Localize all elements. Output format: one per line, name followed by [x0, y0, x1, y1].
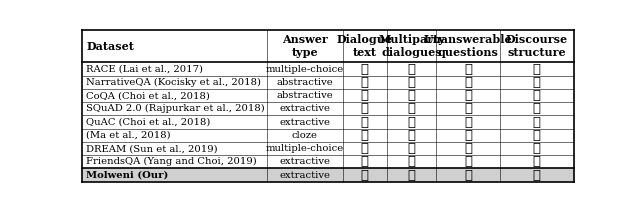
Text: extractive: extractive — [279, 157, 330, 166]
Text: ✗: ✗ — [532, 155, 541, 168]
Text: Molweni (Our): Molweni (Our) — [86, 171, 169, 180]
Text: ✗: ✗ — [408, 63, 415, 76]
Text: ✗: ✗ — [464, 129, 472, 142]
Text: Multiparty
dialogues: Multiparty dialogues — [378, 34, 445, 58]
Text: abstractive: abstractive — [276, 91, 333, 100]
Text: ✓: ✓ — [464, 89, 472, 102]
Text: ✓: ✓ — [464, 169, 472, 182]
Text: ✓: ✓ — [464, 102, 472, 115]
Text: ✗: ✗ — [532, 129, 541, 142]
Text: ✓: ✓ — [408, 169, 415, 182]
Text: ✗: ✗ — [408, 76, 415, 89]
Text: extractive: extractive — [279, 104, 330, 113]
Text: NarrativeQA (Kocisky et al., 2018): NarrativeQA (Kocisky et al., 2018) — [86, 78, 262, 87]
Text: Unanswerable
questions: Unanswerable questions — [424, 34, 512, 58]
Text: CoQA (Choi et al., 2018): CoQA (Choi et al., 2018) — [86, 91, 211, 100]
Text: ✓: ✓ — [361, 169, 369, 182]
Text: ✗: ✗ — [532, 142, 541, 155]
Text: ✗: ✗ — [464, 155, 472, 168]
Text: ✗: ✗ — [361, 116, 369, 129]
Text: ✗: ✗ — [532, 63, 541, 76]
Text: ✗: ✗ — [532, 102, 541, 115]
Text: multiple-choice: multiple-choice — [266, 144, 344, 153]
Text: Dialogue
text: Dialogue text — [337, 34, 393, 58]
Text: ✓: ✓ — [408, 129, 415, 142]
Text: ✗: ✗ — [532, 89, 541, 102]
Text: ✗: ✗ — [361, 89, 369, 102]
Text: ✓: ✓ — [464, 116, 472, 129]
Text: SQuAD 2.0 (Rajpurkar et al., 2018): SQuAD 2.0 (Rajpurkar et al., 2018) — [86, 104, 265, 113]
Text: QuAC (Choi et al., 2018): QuAC (Choi et al., 2018) — [86, 118, 211, 127]
Text: ✓: ✓ — [532, 169, 541, 182]
Text: ✗: ✗ — [361, 76, 369, 89]
Text: ✗: ✗ — [464, 76, 472, 89]
Text: ✓: ✓ — [361, 155, 369, 168]
Text: ✓: ✓ — [361, 129, 369, 142]
Text: extractive: extractive — [279, 171, 330, 180]
Text: Discourse
structure: Discourse structure — [506, 34, 568, 58]
Text: cloze: cloze — [292, 131, 317, 140]
Text: ✓: ✓ — [408, 142, 415, 155]
Text: ✗: ✗ — [408, 89, 415, 102]
Text: ✗: ✗ — [408, 102, 415, 115]
Text: DREAM (Sun et al., 2019): DREAM (Sun et al., 2019) — [86, 144, 218, 153]
Text: (Ma et al., 2018): (Ma et al., 2018) — [86, 131, 171, 140]
Text: ✗: ✗ — [464, 142, 472, 155]
Text: ✗: ✗ — [464, 63, 472, 76]
Text: ✗: ✗ — [361, 63, 369, 76]
Text: abstractive: abstractive — [276, 78, 333, 87]
Text: FriendsQA (Yang and Choi, 2019): FriendsQA (Yang and Choi, 2019) — [86, 157, 257, 166]
Text: extractive: extractive — [279, 118, 330, 127]
Text: Dataset: Dataset — [86, 41, 134, 52]
Bar — [83, 168, 573, 182]
Text: ✗: ✗ — [532, 116, 541, 129]
Text: ✓: ✓ — [408, 155, 415, 168]
Text: ✓: ✓ — [361, 142, 369, 155]
Text: multiple-choice: multiple-choice — [266, 64, 344, 74]
Text: RACE (Lai et al., 2017): RACE (Lai et al., 2017) — [86, 64, 204, 74]
Text: ✗: ✗ — [532, 76, 541, 89]
Text: ✗: ✗ — [408, 116, 415, 129]
Text: ✗: ✗ — [361, 102, 369, 115]
Text: Answer
type: Answer type — [282, 34, 328, 58]
